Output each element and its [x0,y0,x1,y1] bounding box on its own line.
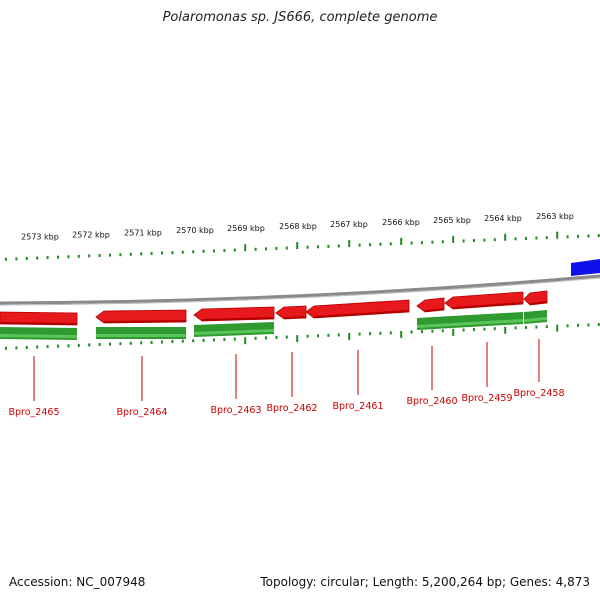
scale-label: 2568 kbp [279,222,317,231]
upper-tick-track [5,231,600,261]
gene-label: Bpro_2461 [333,401,384,412]
cds-bar [0,327,77,340]
scale-label: 2569 kbp [227,224,265,233]
genome-backbone [0,274,600,306]
scale-label: 2571 kbp [124,228,162,237]
cds-bar-highlight [0,334,77,338]
gene-arrow-shade [283,316,307,319]
backbone-line [0,274,600,305]
gene-arrow-shade [0,322,78,325]
gene-arrow [95,309,187,324]
scale-label: 2565 kbp [433,216,471,225]
gene-arrow-shade [452,302,524,309]
cds-bar [524,310,547,324]
blue-feature-arrow [571,259,600,276]
accession-text: Accession: NC_007948 [9,575,146,589]
cds-bar-highlight [417,319,523,328]
gene-label-group: Bpro_2465 Bpro_2464 Bpro_2463 Bpro_2462 Bpro… [9,339,565,418]
scale-label: 2572 kbp [72,230,110,239]
scale-label: 2570 kbp [176,226,214,235]
gene-label: Bpro_2463 [211,405,262,416]
cds-bar-highlight [194,329,274,335]
gene-label: Bpro_2462 [267,403,318,414]
cds-track [0,310,547,340]
backbone-shadow [0,277,600,306]
gene-label: Bpro_2464 [117,407,168,418]
gene-arrow [416,297,445,313]
gene-arrow-shade [201,317,275,321]
lower-tick-track [5,323,600,350]
summary-text: Topology: circular; Length: 5,200,264 bp… [260,575,590,589]
gene-label: Bpro_2460 [407,396,458,407]
map-title: Polaromonas sp. JS666, complete genome [162,10,438,25]
scale-label: 2573 kbp [21,232,59,241]
gene-arrow-shade [313,310,410,318]
scale-label-group: 2573 kbp 2572 kbp 2571 kbp 2570 kbp 2569 kbp… [21,212,574,242]
cds-bar-highlight [96,334,186,337]
other-feature [571,259,600,276]
gene-arrow [193,306,275,322]
gene-label: Bpro_2465 [9,407,60,418]
scale-label: 2567 kbp [330,220,368,229]
gene-label: Bpro_2458 [514,388,565,399]
scale-label: 2564 kbp [484,214,522,223]
gene-arrow-shade [424,308,445,312]
gene-arrow-shade [529,301,548,305]
gene-arrow-shade [103,320,187,323]
gene-arrow [0,311,78,326]
gene-label: Bpro_2459 [462,393,513,404]
cds-bar-highlight [524,317,547,322]
cds-bar [96,327,186,339]
gene-arrow [305,299,410,319]
scale-label: 2566 kbp [382,218,420,227]
gene-arrow-track [0,290,548,326]
scale-label: 2563 kbp [536,212,574,221]
gene-arrow [523,290,548,306]
